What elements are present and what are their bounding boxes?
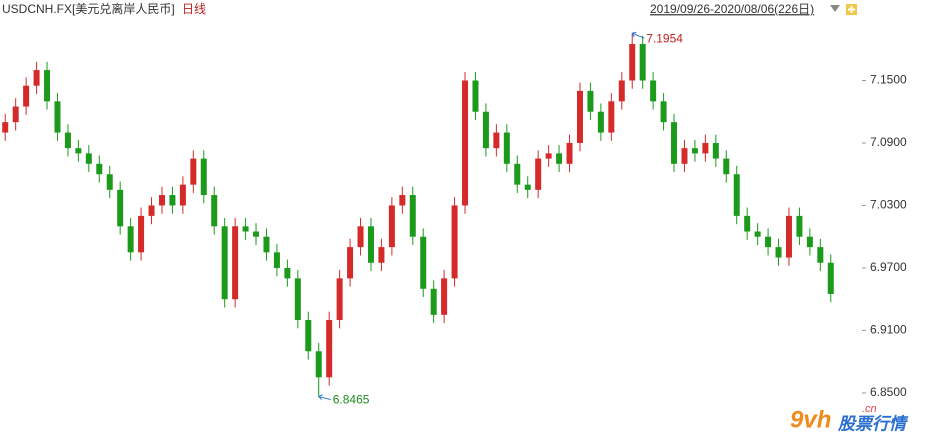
candle-body: [284, 267, 291, 279]
candle-body: [409, 195, 416, 237]
candle-body: [796, 215, 803, 237]
candle-body: [33, 70, 40, 86]
max-pointer: [631, 31, 645, 39]
y-tick-label: 6.8500: [870, 385, 907, 399]
candle-body: [399, 195, 406, 206]
candle-body: [378, 247, 385, 263]
candle-body: [587, 90, 594, 112]
watermark-text: 股票行情: [837, 414, 909, 433]
instrument-name: [美元兑离岸人民币]: [72, 1, 175, 16]
candle-body: [608, 101, 615, 133]
date-range[interactable]: 2019/09/26-2020/08/06(226日): [650, 2, 814, 16]
candle-body: [388, 205, 395, 248]
candle-body: [765, 236, 772, 248]
candle-body: [566, 142, 573, 164]
candle-body: [315, 351, 322, 378]
y-tick-label: 7.0300: [870, 198, 907, 212]
candle-body: [827, 262, 834, 294]
candle-body: [54, 101, 61, 133]
candle-body: [785, 215, 792, 258]
candle-body: [503, 132, 510, 164]
candle-body: [273, 252, 280, 268]
candle-body: [357, 226, 364, 248]
candle-body: [817, 247, 824, 263]
candle-body: [23, 85, 30, 107]
watermark-logo: 9vh: [790, 406, 831, 433]
candle-body: [681, 148, 688, 164]
y-tick-label: 6.9700: [870, 260, 907, 274]
candle-body: [169, 195, 176, 206]
candle-body: [535, 158, 542, 190]
y-tick-label: 7.1500: [870, 73, 907, 87]
candle-body: [545, 153, 552, 159]
candle-body: [744, 215, 751, 232]
candle-body: [305, 320, 312, 352]
candle-body: [712, 142, 719, 159]
candle-body: [754, 231, 761, 237]
candle-body: [441, 278, 448, 315]
y-tick-label: 7.0900: [870, 135, 907, 149]
dropdown-icon[interactable]: [830, 5, 840, 12]
min-pointer: [318, 394, 331, 401]
candle-body: [618, 80, 625, 102]
candle-body: [12, 106, 19, 123]
candle-body: [702, 142, 709, 154]
candle-body: [367, 226, 374, 263]
candle-body: [514, 163, 521, 185]
candle-body: [451, 205, 458, 279]
candle-body: [482, 111, 489, 149]
period: 日线: [182, 2, 206, 16]
candle-body: [775, 247, 782, 258]
candle-body: [117, 189, 124, 227]
candle-body: [639, 44, 646, 81]
candle-body: [2, 122, 9, 133]
candle-body: [430, 288, 437, 315]
symbol: USDCNH.FX: [2, 2, 72, 16]
candle-body: [347, 247, 354, 279]
candle-body: [733, 174, 740, 216]
candle-body: [75, 148, 82, 154]
candle-body: [211, 195, 218, 227]
min-label: 6.8465: [333, 393, 370, 407]
candle-body: [660, 101, 667, 123]
candle-body: [671, 122, 678, 164]
candle-body: [190, 158, 197, 185]
candle-body: [242, 226, 249, 232]
candle-body: [524, 184, 531, 190]
candle-body: [148, 205, 155, 216]
candle-body: [106, 174, 113, 190]
candle-body: [85, 153, 92, 164]
candle-body: [650, 80, 657, 102]
candle-body: [44, 70, 51, 102]
candle-body: [576, 90, 583, 143]
candle-body: [127, 226, 134, 253]
candle-body: [138, 215, 145, 253]
candle-body: [200, 158, 207, 196]
max-label: 7.1954: [646, 31, 683, 45]
candle-body: [179, 184, 186, 206]
candle-body: [336, 278, 343, 321]
candle-body: [294, 278, 301, 321]
candle-body: [556, 153, 563, 164]
candle-body: [420, 236, 427, 289]
y-tick-label: 6.9100: [870, 323, 907, 337]
candle-body: [597, 111, 604, 133]
candle-body: [221, 226, 228, 300]
candle-body: [232, 226, 239, 300]
candle-body: [158, 195, 165, 206]
candle-body: [326, 320, 333, 378]
candle-body: [629, 44, 636, 81]
candle-body: [472, 80, 479, 112]
candle-body: [806, 236, 813, 248]
candle-body: [96, 163, 103, 175]
candle-body: [493, 132, 500, 149]
candle-body: [723, 158, 730, 175]
watermark-domain: .cn: [862, 403, 877, 415]
candle-body: [64, 132, 71, 149]
candle-body: [691, 148, 698, 154]
candle-body: [253, 231, 260, 237]
candle-body: [462, 80, 469, 206]
candle-body: [263, 236, 270, 253]
